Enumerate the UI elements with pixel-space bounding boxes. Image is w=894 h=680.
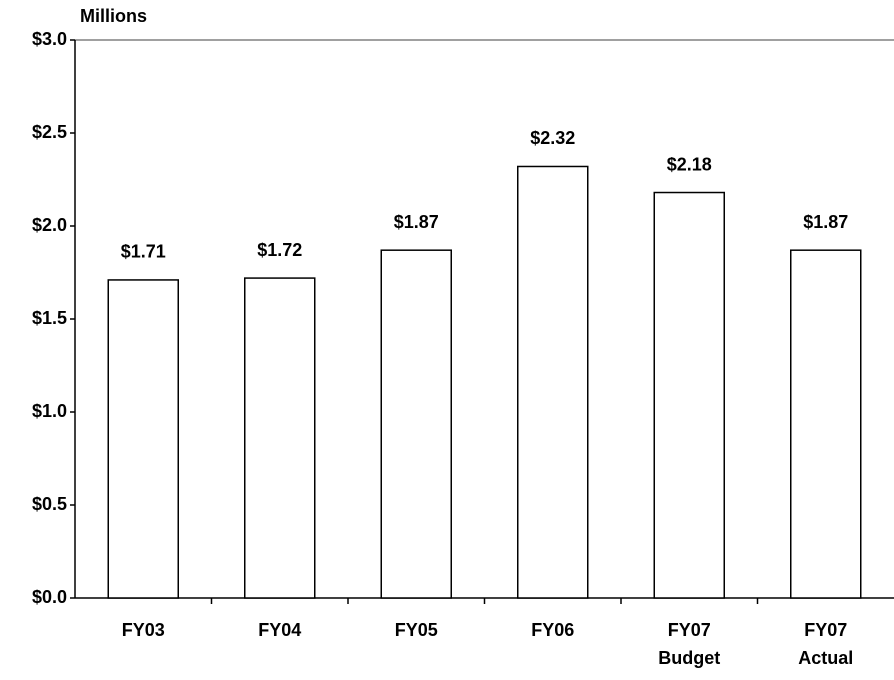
- y-tick-label: $1.0: [32, 401, 67, 421]
- y-tick-label: $0.5: [32, 494, 67, 514]
- x-tick-label: FY04: [258, 620, 302, 640]
- value-label: $1.87: [803, 212, 848, 232]
- x-tick-label: FY07 Actual: [798, 620, 854, 668]
- x-tick-label: FY05: [394, 620, 438, 640]
- x-tick-label: FY07 Budget: [658, 620, 721, 668]
- value-label: $1.87: [394, 212, 439, 232]
- bar: [244, 277, 316, 599]
- x-tick-label: FY06: [531, 620, 575, 640]
- bar: [790, 249, 862, 599]
- value-label: $1.72: [257, 240, 302, 260]
- bar: [517, 165, 589, 599]
- unit-label: Millions: [80, 6, 147, 26]
- value-label: $2.32: [530, 128, 575, 148]
- y-tick-label: $1.5: [32, 308, 67, 328]
- x-tick-label: FY03: [121, 620, 165, 640]
- bar: [653, 191, 725, 599]
- bar: [380, 249, 452, 599]
- bar: [107, 279, 179, 599]
- y-tick-label: $3.0: [32, 29, 67, 49]
- value-label: $1.71: [121, 242, 166, 262]
- value-label: $2.18: [667, 154, 712, 174]
- y-tick-label: $0.0: [32, 587, 67, 607]
- y-tick-label: $2.0: [32, 215, 67, 235]
- y-tick-label: $2.5: [32, 122, 67, 142]
